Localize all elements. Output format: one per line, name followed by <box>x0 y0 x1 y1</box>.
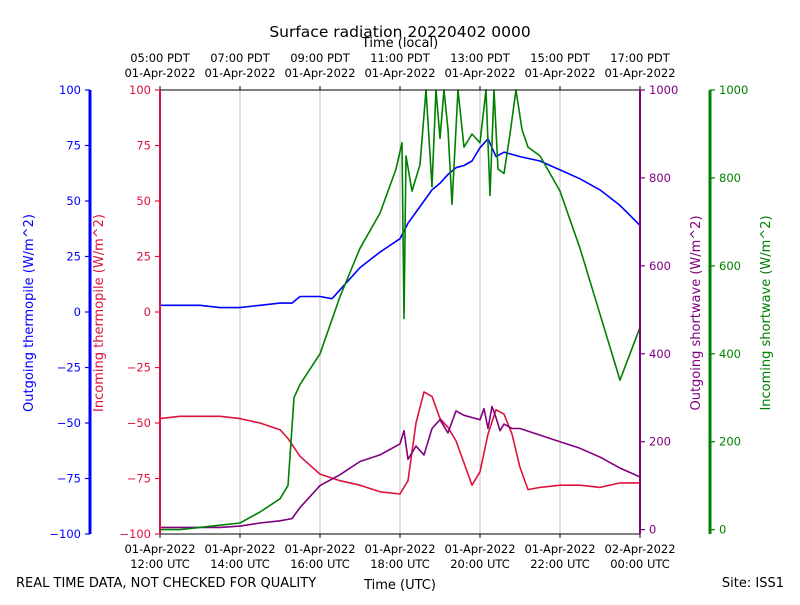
top-x-tick-date: 01-Apr-2022 <box>524 66 595 80</box>
outgoing-thermopile-line <box>160 138 641 309</box>
outgoing-thermopile-tick-label: −25 <box>57 361 81 375</box>
top-x-tick-date: 01-Apr-2022 <box>604 66 675 80</box>
site-label: Site: ISS1 <box>722 576 784 591</box>
top-x-tick-time: 09:00 PDT <box>290 51 351 65</box>
outgoing-shortwave-tick-label: 1000 <box>649 83 678 97</box>
bottom-x-tick-date: 01-Apr-2022 <box>124 542 195 556</box>
incoming-shortwave-axis-label: Incoming shortwave (W/m^2) <box>759 215 774 410</box>
quality-disclaimer: REAL TIME DATA, NOT CHECKED FOR QUALITY <box>16 576 316 591</box>
bottom-x-tick-time: 14:00 UTC <box>210 557 270 571</box>
top-x-tick-time: 05:00 PDT <box>130 51 191 65</box>
bottom-x-tick-date: 01-Apr-2022 <box>444 542 515 556</box>
incoming-shortwave-tick-label: 1000 <box>719 83 748 97</box>
outgoing-thermopile-tick-label: −50 <box>57 416 81 430</box>
outgoing-thermopile-axis-label: Outgoing thermopile (W/m^2) <box>22 214 37 412</box>
outgoing-shortwave-line <box>160 405 641 529</box>
incoming-thermopile-tick-label: −100 <box>119 527 151 541</box>
bottom-x-tick-time: 18:00 UTC <box>370 557 430 571</box>
top-x-tick-date: 01-Apr-2022 <box>444 66 515 80</box>
top-x-tick-time: 17:00 PDT <box>610 51 671 65</box>
bottom-x-tick-date: 02-Apr-2022 <box>604 542 675 556</box>
incoming-shortwave-line <box>160 89 641 531</box>
incoming-thermopile-tick-label: 75 <box>136 139 151 153</box>
bottom-x-axis-label: Time (UTC) <box>363 578 436 593</box>
bottom-x-tick-date: 01-Apr-2022 <box>524 542 595 556</box>
outgoing-thermopile-tick-label: 50 <box>66 194 81 208</box>
top-x-axis-label: Time (local) <box>361 36 438 51</box>
outgoing-shortwave-tick-label: 200 <box>649 435 671 449</box>
incoming-shortwave-tick-label: 400 <box>719 347 741 361</box>
top-x-tick-date: 01-Apr-2022 <box>124 66 195 80</box>
top-x-tick-time: 15:00 PDT <box>530 51 591 65</box>
top-x-tick-date: 01-Apr-2022 <box>284 66 355 80</box>
incoming-shortwave-tick-label: 0 <box>719 523 726 537</box>
bottom-x-tick-time: 12:00 UTC <box>130 557 190 571</box>
top-x-tick-time: 11:00 PDT <box>370 51 431 65</box>
bottom-x-tick-date: 01-Apr-2022 <box>204 542 275 556</box>
incoming-thermopile-axis-label: Incoming thermopile (W/m^2) <box>92 214 107 412</box>
top-x-tick-date: 01-Apr-2022 <box>364 66 435 80</box>
incoming-thermopile-tick-label: 50 <box>136 194 151 208</box>
outgoing-thermopile-tick-label: −75 <box>57 472 81 486</box>
outgoing-thermopile-tick-label: 0 <box>74 305 81 319</box>
incoming-shortwave-tick-label: 600 <box>719 259 741 273</box>
bottom-x-tick-time: 16:00 UTC <box>290 557 350 571</box>
outgoing-thermopile-tick-label: 75 <box>66 139 81 153</box>
outgoing-shortwave-tick-label: 800 <box>649 171 671 185</box>
series-lines <box>159 89 641 531</box>
incoming-thermopile-tick-label: 100 <box>129 83 151 97</box>
top-x-tick-time: 13:00 PDT <box>450 51 511 65</box>
outgoing-thermopile-tick-label: 100 <box>59 83 81 97</box>
top-x-tick-time: 07:00 PDT <box>210 51 271 65</box>
bottom-x-tick-date: 01-Apr-2022 <box>284 542 355 556</box>
outgoing-shortwave-axis-label: Outgoing shortwave (W/m^2) <box>689 215 704 410</box>
incoming-thermopile-tick-label: −75 <box>127 472 151 486</box>
outgoing-shortwave-tick-label: 400 <box>649 347 671 361</box>
incoming-thermopile-tick-label: −25 <box>127 361 151 375</box>
outgoing-shortwave-tick-label: 0 <box>649 523 656 537</box>
incoming-shortwave-tick-label: 200 <box>719 435 741 449</box>
outgoing-thermopile-tick-label: −100 <box>49 527 81 541</box>
incoming-thermopile-tick-label: 0 <box>144 305 151 319</box>
bottom-x-tick-time: 20:00 UTC <box>450 557 510 571</box>
incoming-thermopile-tick-label: −50 <box>127 416 151 430</box>
bottom-x-tick-date: 01-Apr-2022 <box>364 542 435 556</box>
incoming-shortwave-tick-label: 800 <box>719 171 741 185</box>
outgoing-thermopile-tick-label: 25 <box>66 250 81 264</box>
outgoing-shortwave-tick-label: 600 <box>649 259 671 273</box>
top-x-tick-date: 01-Apr-2022 <box>204 66 275 80</box>
bottom-x-tick-time: 22:00 UTC <box>530 557 590 571</box>
chart-title: Surface radiation 20220402 0000 <box>269 23 530 41</box>
bottom-x-tick-time: 00:00 UTC <box>610 557 670 571</box>
incoming-thermopile-tick-label: 25 <box>136 250 151 264</box>
incoming-thermopile-line <box>159 391 640 495</box>
